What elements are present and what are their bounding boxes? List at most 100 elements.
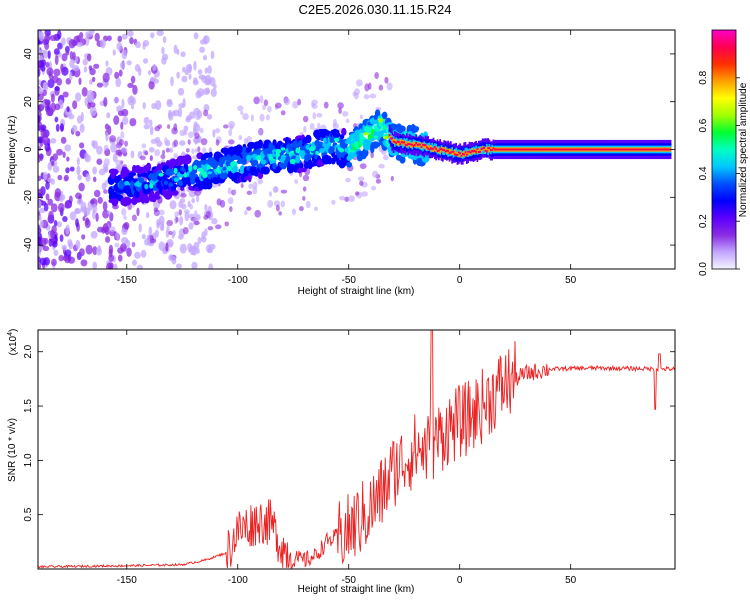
spectrogram-cell bbox=[160, 154, 166, 160]
spectrogram-cell bbox=[53, 249, 59, 256]
spectrogram-cell bbox=[455, 147, 458, 156]
spectrogram-cell bbox=[541, 148, 544, 151]
spectrogram-cell bbox=[512, 148, 515, 151]
spectrogram-cell bbox=[163, 180, 168, 186]
spectrogram-cell bbox=[202, 54, 208, 61]
spectrogram-cell bbox=[398, 140, 400, 143]
spectrogram-cell bbox=[369, 134, 373, 139]
spectrogram-cell bbox=[451, 146, 454, 155]
spectrogram-cell bbox=[105, 131, 109, 142]
spectrogram-cell bbox=[496, 148, 499, 151]
spectrogram-cell bbox=[420, 146, 423, 148]
spectrogram-cell bbox=[173, 123, 178, 132]
spectrogram-cell bbox=[92, 166, 98, 175]
spectrogram-cell bbox=[390, 175, 394, 182]
colorbar-label: Normalized spectral amplitude bbox=[738, 82, 749, 217]
spectrogram-cell bbox=[427, 144, 430, 150]
spectrogram-cell bbox=[89, 102, 96, 108]
spectrogram-cell bbox=[38, 153, 41, 163]
spectrogram-cell bbox=[154, 229, 160, 238]
spectrogram-cell bbox=[207, 171, 213, 175]
spectrogram-cell bbox=[134, 251, 141, 259]
spectrogram-cell bbox=[180, 51, 186, 58]
spectrogram-cell bbox=[479, 150, 481, 153]
spectrogram-cell bbox=[488, 148, 491, 153]
spectrogram-cell bbox=[57, 42, 63, 50]
spectrogram-cell bbox=[96, 82, 104, 88]
spectrogram-cell bbox=[154, 149, 161, 157]
spectrogram-cell bbox=[92, 203, 98, 214]
spectrogram-cell bbox=[50, 102, 57, 112]
spectrogram-cell bbox=[334, 137, 340, 142]
spectrogram-cell bbox=[143, 116, 150, 125]
spectrogram-cell bbox=[485, 150, 488, 153]
spectrogram-cell bbox=[233, 188, 237, 196]
spectrogram-cell bbox=[623, 148, 625, 151]
spectrogram-cell bbox=[67, 256, 76, 264]
spectrogram-cell bbox=[378, 118, 384, 123]
spectrogram-cell bbox=[497, 148, 500, 151]
spectrogram-cell bbox=[668, 148, 671, 151]
spectrogram-cell bbox=[57, 174, 63, 181]
spectrogram-cell bbox=[423, 144, 426, 147]
spectrogram-cell bbox=[154, 195, 161, 200]
spectrogram-cell bbox=[208, 263, 213, 269]
spectrogram-cell bbox=[601, 148, 604, 151]
spectrogram-cell bbox=[121, 98, 125, 109]
spectrogram-cell bbox=[214, 128, 221, 134]
spectrogram-cell bbox=[363, 132, 369, 136]
spectrogram-cell bbox=[399, 139, 402, 144]
spectrogram-cell bbox=[491, 148, 493, 151]
spectrogram-cell bbox=[568, 148, 571, 151]
spectrogram-cell bbox=[224, 221, 229, 227]
spectrogram-cell bbox=[175, 263, 182, 269]
spectrogram-cell bbox=[111, 168, 119, 176]
spectrogram-cell bbox=[191, 261, 198, 269]
spectrogram-cell bbox=[545, 148, 548, 151]
spectrogram-cell bbox=[543, 148, 545, 151]
spectrogram-cell bbox=[390, 137, 392, 140]
spectrogram-cell bbox=[280, 110, 286, 116]
spectrogram-cell bbox=[595, 148, 597, 151]
spectrogram-cell bbox=[82, 58, 88, 66]
spectrogram-cell bbox=[408, 143, 411, 146]
spectrogram-cell bbox=[468, 150, 471, 153]
spectrogram-cell bbox=[129, 183, 134, 190]
spectrogram-cell bbox=[127, 82, 134, 89]
spectrogram-cell bbox=[167, 124, 171, 129]
spectrogram-cell bbox=[309, 123, 315, 130]
spectrogram-cell bbox=[191, 148, 195, 155]
spectrogram-cell bbox=[56, 221, 63, 228]
spectrogram-cell bbox=[38, 175, 42, 182]
spectrogram-cell bbox=[620, 148, 623, 151]
spectrogram-cell bbox=[338, 107, 342, 114]
spectrogram-cell bbox=[154, 172, 158, 177]
spectrogram-cell bbox=[75, 218, 79, 228]
spectrogram-cell bbox=[556, 148, 559, 151]
spectrogram-cell bbox=[310, 102, 316, 107]
spectrogram-cell bbox=[74, 208, 80, 214]
spectrogram-cell bbox=[38, 115, 41, 125]
spectrogram-cell bbox=[96, 145, 103, 155]
spectrogram-cell bbox=[615, 148, 617, 151]
spectrogram-cell bbox=[612, 148, 615, 151]
spectrogram-cell bbox=[481, 147, 484, 150]
spectrogram-cell bbox=[412, 141, 415, 146]
spectrogram-cell bbox=[511, 148, 513, 151]
spectrogram-cell bbox=[89, 106, 97, 117]
spectrogram-cell bbox=[76, 42, 83, 48]
spectrogram-cell bbox=[640, 148, 643, 151]
spectrogram-cell bbox=[485, 147, 488, 152]
spectrogram-cell bbox=[427, 147, 430, 150]
spectrogram-cell bbox=[503, 148, 505, 151]
spectrogram-cell bbox=[457, 151, 460, 154]
spectrogram-cell bbox=[45, 181, 50, 190]
spectrogram-cell bbox=[363, 94, 370, 100]
spectrogram-cell bbox=[66, 156, 70, 162]
spectrogram-cell bbox=[431, 142, 434, 151]
spectrogram-cell bbox=[227, 139, 235, 145]
spectrogram-cell bbox=[183, 154, 192, 165]
spectrogram-cell bbox=[120, 121, 124, 130]
spectrogram-cell bbox=[388, 134, 391, 137]
